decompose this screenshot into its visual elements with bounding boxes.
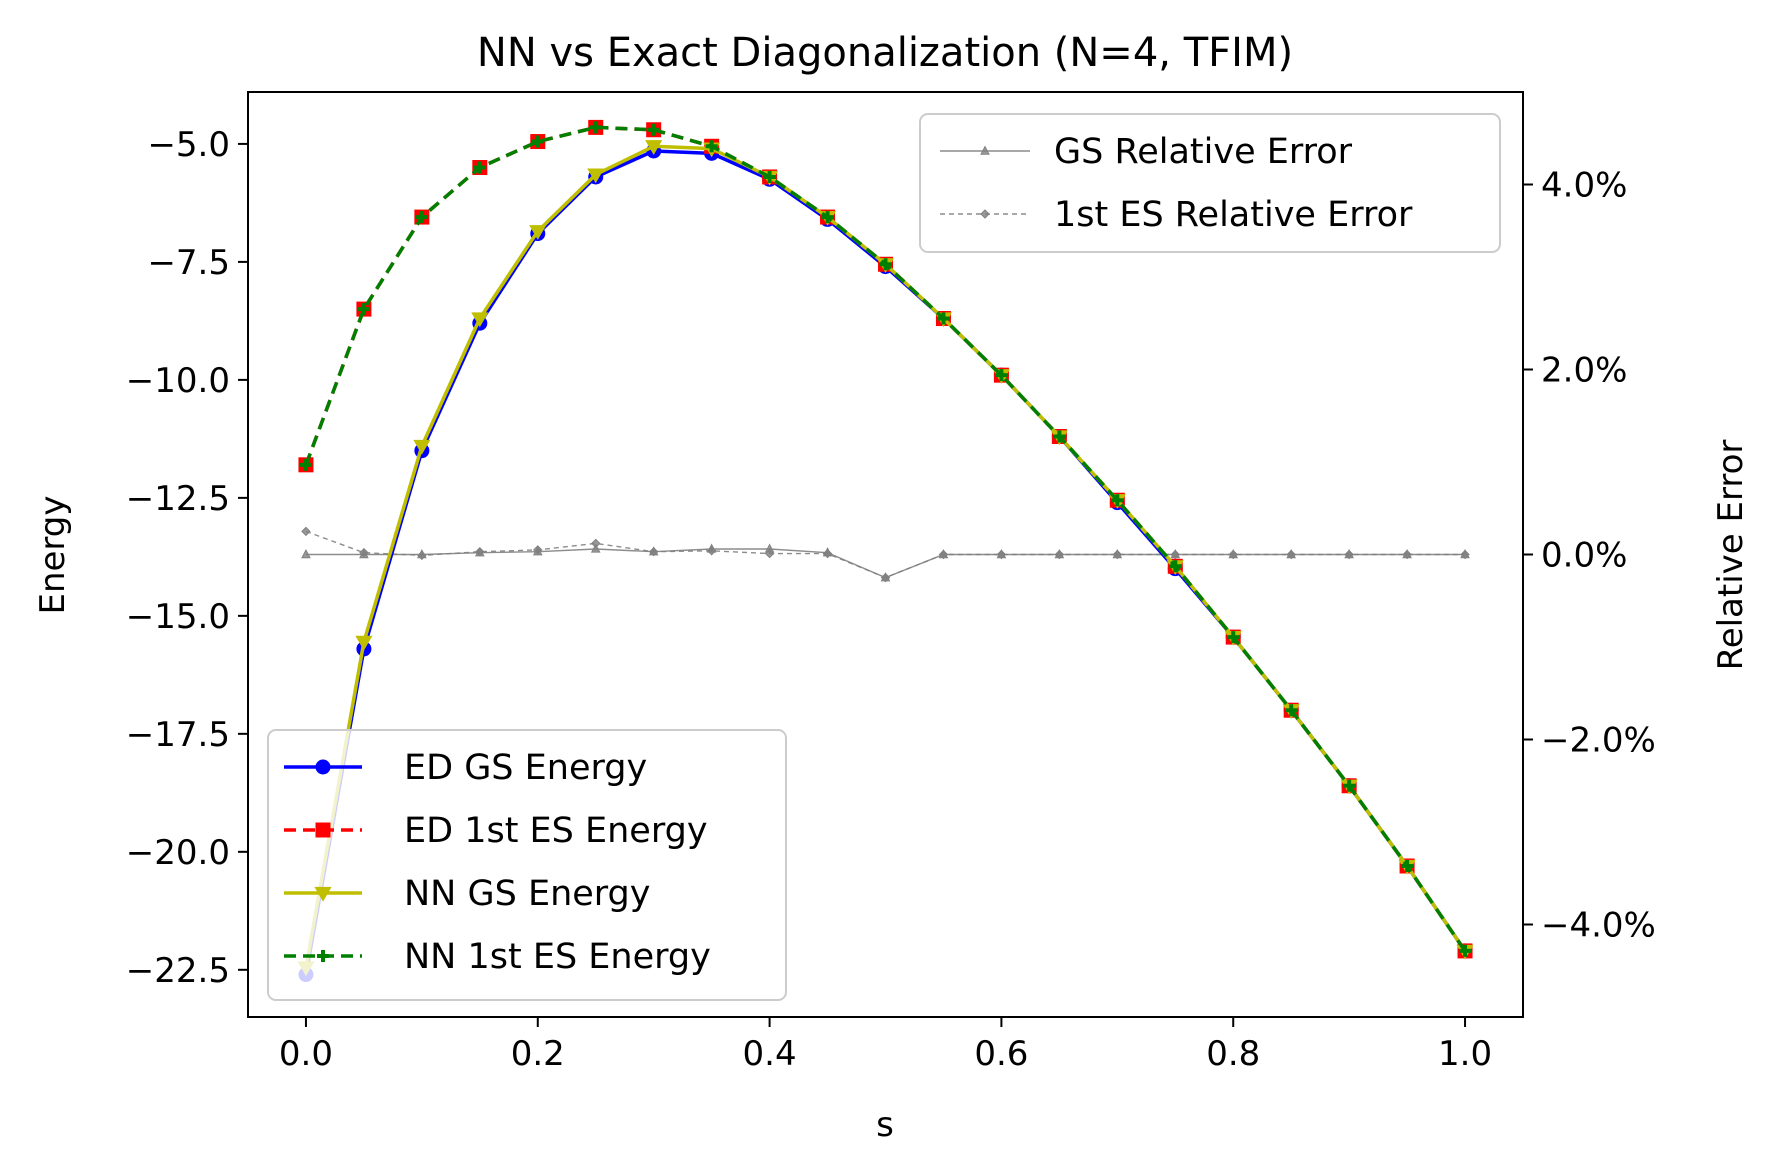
data-point-1st-es-relative-error [706,546,717,556]
data-point-1st-es-relative-error [1402,549,1412,560]
x-tick-label: 0.4 [743,1034,797,1074]
x-axis-title: s [876,1105,894,1145]
legend-energy-box [267,729,787,1001]
data-point-1st-es-relative-error [301,526,311,537]
legend-marker-ed-gs-energy [315,759,331,775]
y-tick-label: −7.5 [147,243,230,283]
data-point-nn-1st-es-energy [937,312,950,325]
series-1st-es-relative-error [301,526,1470,583]
y2-tick-label: −4.0% [1541,906,1656,946]
data-point-nn-gs-energy [471,312,489,328]
data-point-1st-es-relative-error [822,548,833,559]
y2-axis-ticks: 4.0% 2.0% 0.0% −2.0% −4.0% [1523,166,1656,946]
legend-marker-nn-1st-es-energy [317,950,329,962]
data-point-nn-1st-es-energy [647,123,660,136]
y-tick-label: −5.0 [147,125,230,165]
data-point-1st-es-relative-error [1228,549,1238,560]
data-point-nn-1st-es-energy [705,140,718,153]
legend-label-1st-es-relative-error: 1st ES Relative Error [1054,195,1413,235]
data-point-1st-es-relative-error [648,547,659,557]
x-tick-label: 0.0 [279,1034,333,1074]
data-point-gs-relative-error [590,543,601,553]
data-point-nn-gs-energy [587,168,605,184]
data-point-nn-gs-energy [355,635,373,651]
legend-relative-error-box [919,113,1501,253]
data-point-1st-es-relative-error [996,549,1007,560]
data-point-nn-1st-es-energy [1343,779,1356,792]
legend-marker-gs-relative-error [980,145,990,155]
data-point-1st-es-relative-error [1112,549,1123,560]
y-tick-label: −10.0 [126,361,230,401]
data-point-nn-gs-energy [529,225,547,240]
data-point-nn-1st-es-energy [1227,631,1240,644]
data-point-1st-es-relative-error [475,547,485,557]
x-tick-label: 0.6 [974,1034,1028,1074]
legend-label-ed-1st-es-energy: ED 1st ES Energy [404,811,708,851]
y2-tick-label: 2.0% [1541,351,1627,391]
data-point-nn-1st-es-energy [1285,704,1298,717]
y-axis-title: Energy [33,495,73,614]
y-axis-ticks: −5.0 −7.5 −10.0 −12.5 −15.0 −17.5 −20.0 −22.5 [126,125,248,991]
data-point-1st-es-relative-error [533,545,543,555]
x-tick-label: 1.0 [1438,1034,1492,1074]
data-point-1st-es-relative-error [764,548,775,559]
data-point-nn-1st-es-energy [357,303,370,316]
legend-label-nn-1st-es-energy: NN 1st ES Energy [404,937,711,977]
x-tick-label: 0.2 [511,1034,565,1074]
data-point-1st-es-relative-error [880,572,891,583]
plot-series-layer [297,119,1474,983]
data-point-gs-relative-error [301,549,311,559]
data-point-1st-es-relative-error [1054,549,1065,560]
data-point-1st-es-relative-error [1460,549,1470,560]
data-point-1st-es-relative-error [1286,549,1296,560]
legend-label-ed-gs-energy: ED GS Energy [404,748,647,788]
data-point-nn-1st-es-energy [1169,560,1182,573]
data-point-nn-1st-es-energy [995,369,1008,382]
y2-tick-label: 4.0% [1541,166,1627,206]
data-point-nn-1st-es-energy [821,211,834,224]
data-point-nn-1st-es-energy [1111,494,1124,507]
x-tick-label: 0.8 [1206,1034,1260,1074]
data-point-nn-gs-energy [645,140,663,155]
legend-marker-1st-es-relative-error [980,209,990,219]
legend-label-nn-gs-energy: NN GS Energy [404,874,651,914]
data-point-nn-1st-es-energy [473,161,486,174]
y-tick-label: −17.5 [126,715,230,755]
series-nn-1st-es-energy [299,121,1472,957]
y-tick-label: −12.5 [126,479,230,519]
data-point-nn-1st-es-energy [299,458,312,471]
data-point-nn-1st-es-energy [1401,859,1414,872]
data-point-1st-es-relative-error [417,550,427,561]
legend-relative-error: GS Relative Error 1st ES Relative Error [919,113,1501,253]
y2-tick-label: 0.0% [1541,536,1627,576]
legend-label-gs-relative-error: GS Relative Error [1054,132,1353,172]
legend-marker-ed-1st-es-energy [315,822,331,838]
y-tick-label: −15.0 [126,597,230,637]
y2-axis-title: Relative Error [1711,440,1751,671]
data-point-nn-1st-es-energy [879,258,892,271]
legend-marker-nn-gs-energy [314,886,332,902]
data-point-1st-es-relative-error [938,549,949,560]
y2-tick-label: −2.0% [1541,721,1656,761]
data-point-nn-1st-es-energy [589,121,602,134]
data-point-nn-gs-energy [413,439,431,455]
data-point-1st-es-relative-error [1344,549,1354,560]
data-point-nn-1st-es-energy [415,211,428,224]
y-tick-label: −20.0 [126,833,230,873]
data-point-nn-1st-es-energy [531,135,544,148]
data-point-1st-es-relative-error [591,538,601,549]
legend-energy: ED GS Energy ED 1st ES Energy NN GS Energy… [267,729,787,1001]
chart-title: NN vs Exact Diagonalization (N=4, TFIM) [477,30,1293,76]
data-point-nn-1st-es-energy [763,170,776,183]
data-point-1st-es-relative-error [1170,549,1180,560]
data-point-nn-1st-es-energy [1053,430,1066,443]
data-point-1st-es-relative-error [359,547,369,558]
data-point-nn-1st-es-energy [1459,944,1472,957]
x-axis-ticks: 0.0 0.2 0.4 0.6 0.8 1.0 [279,1017,1492,1074]
y-tick-label: −22.5 [126,951,230,991]
